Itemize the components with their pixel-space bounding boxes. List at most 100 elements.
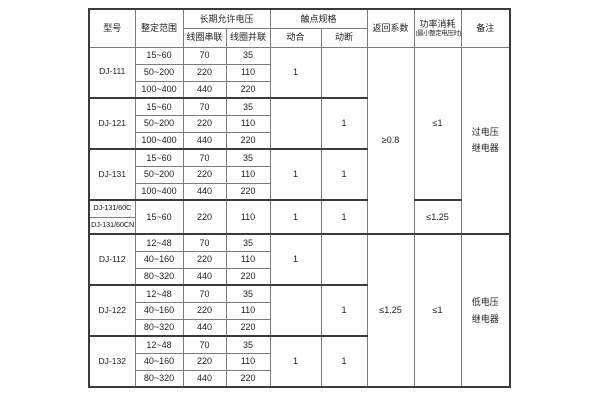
voltage-parallel-cell: 35 <box>225 284 271 303</box>
table-row: DJ-122 12~48 70 35 1 <box>88 284 510 337</box>
voltage-parallel-cell: 110 <box>225 114 271 133</box>
header-contact-spec: 触点规格 <box>269 8 368 29</box>
contact-no-cell: 1 <box>269 233 322 286</box>
voltage-series-cell: 220 <box>182 165 227 184</box>
voltage-parallel-cell: 220 <box>225 131 271 150</box>
voltage-series-cell: 440 <box>182 369 227 388</box>
range-cell: 80~320 <box>134 267 184 286</box>
range-cell: 50~200 <box>134 63 184 82</box>
voltage-parallel-cell: 110 <box>225 352 271 371</box>
voltage-parallel-cell: 220 <box>225 318 271 337</box>
range-cell: 40~160 <box>134 301 184 320</box>
model-cell: DJ-112 <box>88 233 136 286</box>
model-cell: DJ-131 <box>88 148 136 201</box>
remark-line: 低电压 <box>471 297 499 308</box>
header-power: 功率消耗 (最小整定电压时) <box>413 8 462 48</box>
voltage-parallel-cell: 35 <box>225 97 271 116</box>
header-power-title: 功率消耗 <box>419 18 456 29</box>
remark-line: 继电器 <box>471 313 499 324</box>
voltage-series-cell: 220 <box>182 250 227 269</box>
voltage-parallel-cell: 35 <box>225 148 271 167</box>
header-return-coeff: 返回系数 <box>366 8 415 48</box>
voltage-parallel-cell: 220 <box>225 182 271 201</box>
voltage-parallel-cell: 220 <box>225 80 271 99</box>
remark-line: 过电压 <box>471 126 499 137</box>
voltage-parallel-cell: 110 <box>225 63 271 82</box>
range-cell: 100~400 <box>134 131 184 150</box>
range-cell: 50~200 <box>134 114 184 133</box>
range-cell: 15~60 <box>134 97 184 116</box>
table-row: DJ-112 12~48 70 35 1 ≤1.25 ≤1 低电压 继电器 <box>88 233 511 388</box>
model-cell: DJ-111 <box>88 46 136 99</box>
header-contact-nc: 动断 <box>320 27 368 48</box>
table-row: 100~400 440 220 <box>89 131 510 150</box>
voltage-parallel-cell: 35 <box>225 335 271 354</box>
table-row: 80~320 440 220 <box>89 267 510 286</box>
table-row: 80~320 440 220 <box>89 318 510 337</box>
table-row: 100~400 440 220 <box>89 182 510 201</box>
model-cell: DJ-131/60C <box>88 199 136 218</box>
range-cell: 100~400 <box>134 80 184 99</box>
contact-no-cell: 1 <box>269 335 322 388</box>
contact-nc-cell: 1 <box>320 335 368 388</box>
model-cell: DJ-122 <box>88 284 136 337</box>
return-coeff-cell: ≤1.25 <box>366 233 415 388</box>
range-cell: 15~60 <box>134 46 184 65</box>
contact-no-cell: 1 <box>269 148 322 201</box>
voltage-series-cell: 220 <box>182 199 227 235</box>
voltage-parallel-cell: 110 <box>225 301 271 320</box>
contact-no-cell: 1 <box>269 199 322 235</box>
spec-table: 型号 整定范围 长期允许电压 触点规格 返回系数 功率消耗 (最小整定电压时) … <box>88 8 512 388</box>
voltage-series-cell: 220 <box>182 301 227 320</box>
range-cell: 40~160 <box>134 352 184 371</box>
range-cell: 12~48 <box>134 233 184 252</box>
voltage-parallel-cell: 220 <box>225 369 271 388</box>
range-cell: 12~48 <box>134 335 184 354</box>
voltage-series-cell: 220 <box>182 114 227 133</box>
voltage-series-cell: 440 <box>182 318 227 337</box>
voltage-parallel-cell: 35 <box>225 233 271 252</box>
table-body: DJ-111 15~60 70 35 1 ≥0.8 ≤1 过电压 继电器 50~… <box>88 46 511 388</box>
remark-line: 继电器 <box>471 143 499 154</box>
contact-nc-cell: 1 <box>320 284 368 337</box>
header-remarks: 备注 <box>460 8 511 48</box>
voltage-series-cell: 70 <box>182 233 227 252</box>
contact-nc-cell <box>320 233 368 286</box>
voltage-series-cell: 220 <box>182 63 227 82</box>
table-row: 80~320 440 220 <box>89 369 510 388</box>
power-cell: ≤1 <box>413 46 462 201</box>
remark-cell: 低电压 继电器 <box>460 233 511 388</box>
header-contact-no: 动合 <box>269 27 322 48</box>
return-coeff-cell: ≥0.8 <box>366 46 415 235</box>
table-row: DJ-131/60C 15~60 220 110 1 1 ≤1.25 <box>88 199 510 235</box>
voltage-series-cell: 70 <box>182 97 227 116</box>
table-row: DJ-131 15~60 70 35 1 1 <box>88 148 510 201</box>
range-cell: 80~320 <box>134 318 184 337</box>
voltage-series-cell: 70 <box>182 148 227 167</box>
voltage-parallel-cell: 220 <box>225 267 271 286</box>
header-coil-parallel: 线圈并联 <box>225 27 271 48</box>
header-coil-series: 线圈串联 <box>182 27 227 48</box>
relay-spec-sheet: 型号 整定范围 长期允许电压 触点规格 返回系数 功率消耗 (最小整定电压时) … <box>88 8 512 388</box>
voltage-parallel-cell: 35 <box>225 46 271 65</box>
range-cell: 12~48 <box>134 284 184 303</box>
header-long-term-voltage: 长期允许电压 <box>182 8 271 29</box>
contact-nc-cell: 1 <box>320 199 368 235</box>
range-cell: 100~400 <box>134 182 184 201</box>
contact-no-cell <box>269 284 322 337</box>
model-cell: DJ-121 <box>88 97 136 150</box>
range-cell: 50~200 <box>134 165 184 184</box>
range-cell: 15~60 <box>134 148 184 167</box>
table-row: 40~160 220 110 <box>89 301 510 320</box>
contact-no-cell <box>269 97 322 150</box>
model-cell: DJ-132 <box>88 335 136 388</box>
table-row: DJ-132 12~48 70 35 1 1 <box>88 335 510 388</box>
remark-cell: 过电压 继电器 <box>460 46 511 235</box>
power-cell: ≤1 <box>413 233 462 388</box>
range-cell: 80~320 <box>134 369 184 388</box>
voltage-parallel-cell: 110 <box>225 165 271 184</box>
voltage-series-cell: 440 <box>182 267 227 286</box>
voltage-parallel-cell: 110 <box>225 250 271 269</box>
contact-nc-cell: 1 <box>320 97 368 150</box>
table-header: 型号 整定范围 长期允许电压 触点规格 返回系数 功率消耗 (最小整定电压时) … <box>88 8 511 48</box>
